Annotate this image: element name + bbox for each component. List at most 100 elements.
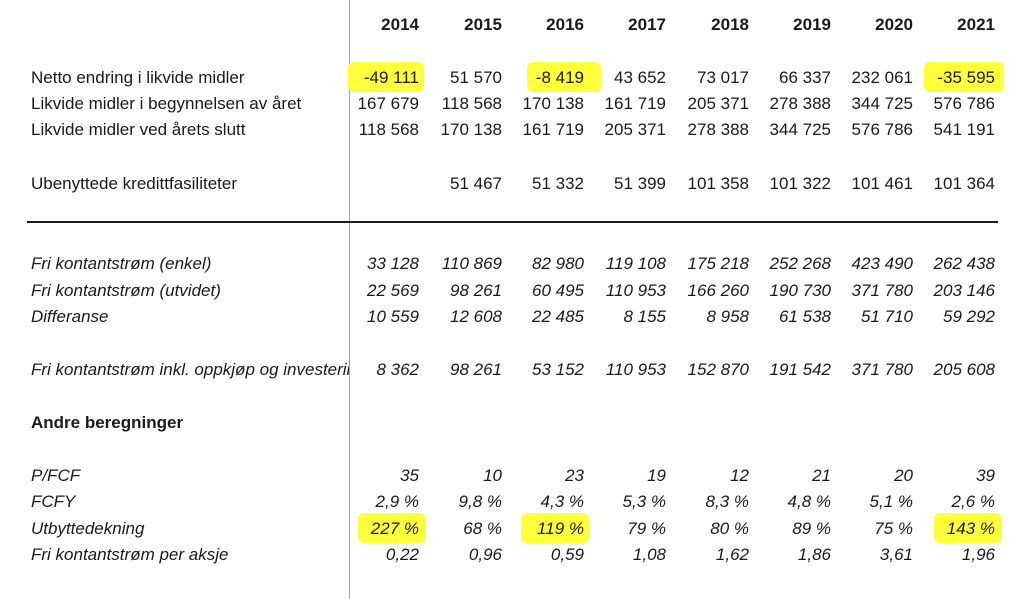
- cell-value: 170 138: [522, 94, 584, 113]
- cell-value: 20: [894, 466, 913, 485]
- row-label: Ubenyttede kredittfasiliteter: [31, 174, 237, 193]
- cell-value: 278 388: [687, 120, 749, 139]
- cell-value: 51 710: [861, 307, 913, 326]
- cell-value: 8 362: [376, 360, 419, 379]
- cell-value: 161 719: [522, 120, 584, 139]
- year-2014: 2014: [381, 15, 419, 34]
- cell-value: 51 467: [450, 174, 502, 193]
- cell-value: 9,8 %: [458, 492, 502, 511]
- cell-value: 371 780: [851, 360, 913, 379]
- cell-value: 98 261: [450, 281, 502, 300]
- table-row: Fri kontantstrøm (enkel) 33 128 110 869 …: [0, 252, 1024, 276]
- section-heading: Andre beregninger: [0, 411, 1024, 435]
- cell-value: 60 495: [532, 281, 584, 300]
- cell-value: 5,1 %: [869, 492, 913, 511]
- cell-value: 80 %: [710, 519, 749, 538]
- cell-value: 39: [976, 466, 995, 485]
- cell-value: 66 337: [779, 68, 831, 87]
- year-2017: 2017: [628, 15, 666, 34]
- highlight-mark: [348, 62, 424, 92]
- cell-value: -35 595: [937, 68, 995, 87]
- row-label: Utbyttedekning: [31, 519, 145, 538]
- cell-value: 51 332: [532, 174, 584, 193]
- cell-value: 175 218: [687, 254, 749, 273]
- cell-value: 278 388: [769, 94, 831, 113]
- cell-value: 0,59: [550, 545, 584, 564]
- table-row: FCFY 2,9 % 9,8 % 4,3 % 5,3 % 8,3 % 4,8 %…: [0, 490, 1024, 514]
- cell-value: 10 559: [367, 307, 419, 326]
- cell-value: 2,6 %: [951, 492, 995, 511]
- cell-value: 0,22: [385, 545, 419, 564]
- cell-value: 344 725: [769, 120, 831, 139]
- cell-value: 423 490: [851, 254, 913, 273]
- section-separator: [27, 221, 998, 223]
- cell-value: 4,8 %: [787, 492, 831, 511]
- cell-value: 35: [400, 466, 419, 485]
- table-row: Fri kontantstrøm (utvidet) 22 569 98 261…: [0, 279, 1024, 303]
- cell-value: 191 542: [769, 360, 831, 379]
- row-label: P/FCF: [31, 466, 81, 485]
- cell-value: 12: [730, 466, 749, 485]
- cell-value: 344 725: [851, 94, 913, 113]
- column-divider: [349, 0, 350, 599]
- cell-value: 1,08: [632, 545, 666, 564]
- cell-value: 82 980: [532, 254, 584, 273]
- row-label: Likvide midler i begynnelsen av året: [31, 94, 302, 113]
- cell-value: 119 %: [537, 519, 584, 538]
- cell-value: 61 538: [779, 307, 831, 326]
- cell-value: 51 570: [450, 68, 502, 87]
- cell-value: 0,96: [468, 545, 502, 564]
- highlight-mark: [521, 513, 589, 543]
- cell-value: 232 061: [851, 68, 913, 87]
- cell-value: 205 371: [687, 94, 749, 113]
- cell-value: 119 108: [605, 254, 666, 273]
- year-2020: 2020: [875, 15, 913, 34]
- cell-value: 10: [483, 466, 502, 485]
- table-row: Fri kontantstrøm inkl. oppkjøp og invest…: [0, 358, 1024, 382]
- cell-value: 101 364: [933, 174, 995, 193]
- row-label: Fri kontantstrøm (utvidet): [31, 281, 221, 300]
- cell-value: 118 568: [441, 94, 502, 113]
- cell-value: 1,96: [961, 545, 995, 564]
- cell-value: 2,9 %: [375, 492, 419, 511]
- row-label: Fri kontantstrøm (enkel): [31, 254, 212, 273]
- table-row: Likvide midler i begynnelsen av året 167…: [0, 92, 1024, 116]
- cell-value: 205 608: [933, 360, 995, 379]
- cell-value: 541 191: [933, 120, 995, 139]
- cell-value: 118 568: [358, 120, 419, 139]
- cell-value: 167 679: [357, 94, 419, 113]
- cell-value: 110 869: [441, 254, 502, 273]
- cell-value: 576 786: [851, 120, 913, 139]
- year-2021: 2021: [957, 15, 995, 34]
- row-label: FCFY: [31, 492, 76, 511]
- cell-value: 1,62: [715, 545, 749, 564]
- table-row: Fri kontantstrøm per aksje 0,22 0,96 0,5…: [0, 543, 1024, 567]
- cell-value: 33 128: [367, 254, 419, 273]
- cell-value: 143 %: [946, 519, 995, 538]
- highlight-mark: [924, 62, 1004, 92]
- row-label: Likvide midler ved årets slutt: [31, 120, 246, 139]
- cell-value: -8 419: [535, 68, 584, 87]
- highlight-mark: [934, 513, 1002, 543]
- cell-value: 227 %: [370, 519, 419, 538]
- year-2016: 2016: [546, 15, 584, 34]
- cell-value: 371 780: [851, 281, 913, 300]
- cell-value: 59 292: [943, 307, 995, 326]
- cell-value: 190 730: [769, 281, 831, 300]
- cell-value: 68 %: [463, 519, 502, 538]
- cell-value: 43 652: [614, 68, 666, 87]
- cell-value: 3,61: [879, 545, 913, 564]
- section-title: Andre beregninger: [31, 413, 184, 432]
- cell-value: 75 %: [874, 519, 913, 538]
- cell-value: 89 %: [792, 519, 831, 538]
- table-row: Netto endring i likvide midler -49 111 5…: [0, 62, 1024, 92]
- cell-value: 79 %: [627, 519, 666, 538]
- cell-value: 53 152: [532, 360, 584, 379]
- cell-value: 73 017: [697, 68, 749, 87]
- highlight-mark: [358, 513, 426, 543]
- year-2019: 2019: [793, 15, 831, 34]
- table-row: Likvide midler ved årets slutt 118 568 1…: [0, 118, 1024, 142]
- header-row: 2014 2015 2016 2017 2018 2019 2020 2021: [0, 13, 1024, 37]
- cell-value: 101 322: [769, 174, 831, 193]
- cell-value: 1,86: [797, 545, 831, 564]
